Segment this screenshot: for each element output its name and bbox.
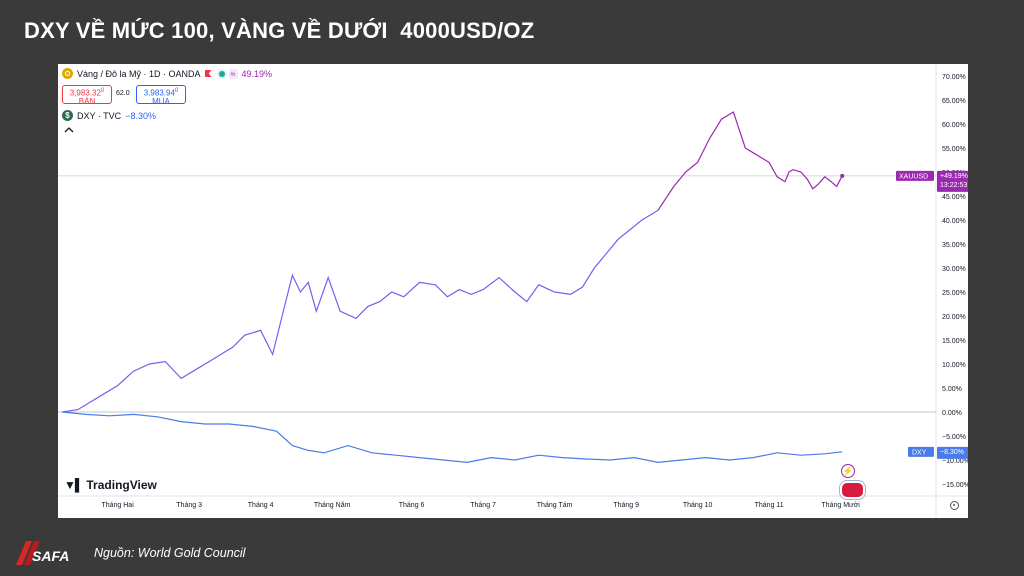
y-tick-label: 70.00%: [942, 74, 966, 81]
safa-logo-text: SAFA: [32, 548, 69, 564]
y-tick-label: 20.00%: [942, 314, 966, 321]
dxy-change: −8.30%: [125, 110, 156, 121]
x-tick-label: Tháng 4: [247, 502, 274, 509]
y-tick-label: 0.00%: [942, 410, 962, 417]
safa-logo: SAFA: [16, 541, 69, 565]
buy-label: MUA: [152, 96, 170, 106]
gold-legend[interactable]: Vàng / Đô la Mỹ · 1D · OANDA ≈ 49.19%: [62, 68, 272, 79]
gold-price-tag-text: +49.19%: [940, 173, 968, 180]
y-tick-label: 25.00%: [942, 290, 966, 297]
gold-name-tag: XAUUSD: [899, 173, 928, 180]
dxy-name-tag: DXY: [912, 449, 927, 456]
x-tick-label: Tháng 3: [176, 502, 202, 509]
y-tick-label: 55.00%: [942, 146, 966, 153]
y-tick-label: 40.00%: [942, 218, 966, 225]
flag-icon[interactable]: [204, 70, 212, 77]
chart-canvas[interactable]: 70.00%65.00%60.00%55.00%50.00%45.00%40.0…: [58, 64, 968, 518]
market-open-icon: [218, 70, 225, 77]
x-tick-label: Tháng Tám: [536, 502, 573, 509]
sell-price: 3,983.32: [69, 88, 101, 98]
event-bolt-icon[interactable]: ⚡: [841, 464, 855, 478]
gold-price-tag-bg: [937, 170, 968, 192]
sell-label: BÁN: [78, 96, 96, 106]
dxy-symbol-label[interactable]: DXY · TVC: [77, 110, 122, 121]
dxy-name-tag-bg: [908, 446, 934, 457]
y-tick-label: −10.00%: [942, 458, 968, 465]
y-tick-label: −15.00%: [942, 482, 968, 489]
gold-name-tag-bg: [896, 170, 934, 181]
x-tick-label: Tháng Năm: [313, 502, 351, 509]
x-tick-label: Tháng 11: [754, 502, 784, 509]
x-tick-label: Tháng Mười: [821, 502, 860, 509]
y-tick-label: −5.00%: [942, 434, 966, 441]
event-us-flag-icon[interactable]: [840, 481, 865, 499]
tradingview-logo[interactable]: ▼▌ TradingView: [64, 478, 157, 492]
dxy-legend[interactable]: $ DXY · TVC −8.30%: [62, 110, 156, 121]
dollar-icon: $: [62, 110, 73, 121]
x-tick-label: Tháng 10: [682, 502, 713, 509]
y-tick-label: 15.00%: [942, 338, 966, 345]
gold-series-line: [61, 209, 659, 413]
gold-series-line-recent: [657, 111, 843, 211]
buy-button[interactable]: 3,983.940 MUA: [136, 85, 186, 106]
source-caption: Nguồn: World Gold Council: [94, 546, 246, 560]
collapse-chevron-icon[interactable]: [64, 126, 74, 134]
tradingview-brand: TradingView: [86, 478, 157, 492]
y-tick-label: 35.00%: [942, 242, 966, 249]
dxy-series-line: [61, 411, 843, 464]
gold-symbol-icon: [62, 68, 73, 79]
x-tick-label: Tháng 9: [613, 502, 639, 509]
y-tick-label: 65.00%: [942, 98, 966, 105]
buy-price: 3,983.94: [143, 88, 175, 98]
y-tick-label: 5.00%: [942, 386, 962, 393]
x-tick-label: Tháng Hai: [101, 502, 134, 509]
settings-gear-icon[interactable]: [950, 501, 959, 510]
x-tick-label: Tháng 6: [398, 502, 425, 509]
gold-last-point: [840, 173, 845, 178]
dxy-price-tag-bg: [937, 446, 968, 459]
gold-symbol-label[interactable]: Vàng / Đô la Mỹ · 1D · OANDA: [77, 68, 201, 79]
y-tick-label: 45.00%: [942, 194, 966, 201]
gold-price-tag-text: 13:22:53: [940, 182, 967, 189]
buy-price-sup: 0: [174, 88, 179, 94]
tradingview-chart-panel[interactable]: 70.00%65.00%60.00%55.00%50.00%45.00%40.0…: [58, 64, 968, 518]
dxy-price-tag-text: −8.30%: [940, 449, 964, 456]
sell-button[interactable]: 3,983.320 BÁN: [62, 85, 112, 106]
sell-price-sup: 0: [100, 88, 105, 94]
y-tick-label: 60.00%: [942, 122, 966, 129]
tradingview-mark-icon: ▼▌: [64, 478, 83, 492]
spread-value: 62.0: [116, 90, 130, 97]
compare-icon[interactable]: ≈: [228, 68, 238, 79]
y-tick-label: 10.00%: [942, 362, 966, 369]
slide-title: DXY VỀ MỨC 100, VÀNG VỀ DƯỚI 4000USD/OZ: [24, 18, 535, 43]
x-tick-label: Tháng 7: [470, 502, 496, 509]
y-tick-label: 30.00%: [942, 266, 966, 273]
gold-change: 49.19%: [241, 68, 273, 79]
